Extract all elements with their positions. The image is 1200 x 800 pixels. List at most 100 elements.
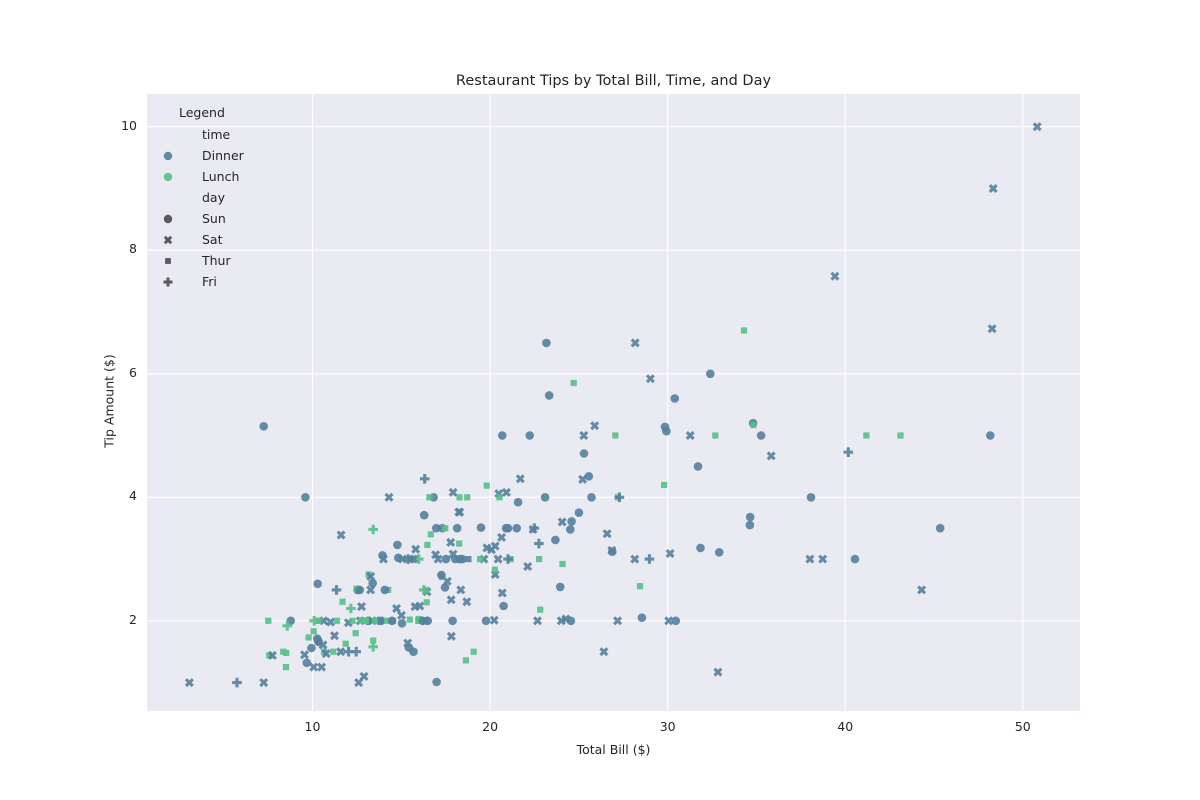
data-point bbox=[613, 616, 623, 626]
data-point bbox=[406, 616, 413, 623]
data-point bbox=[409, 647, 418, 656]
legend-square-icon bbox=[165, 257, 171, 264]
data-point bbox=[302, 658, 312, 668]
data-point bbox=[427, 531, 434, 538]
data-point bbox=[318, 640, 328, 650]
data-point bbox=[375, 616, 385, 626]
data-point bbox=[614, 492, 625, 503]
data-point bbox=[986, 431, 995, 440]
data-point bbox=[599, 647, 609, 657]
data-point bbox=[513, 497, 523, 507]
data-point bbox=[451, 554, 460, 564]
data-point bbox=[462, 597, 472, 607]
data-point bbox=[371, 617, 378, 624]
data-point bbox=[542, 338, 551, 348]
data-point bbox=[259, 678, 269, 688]
data-point bbox=[406, 554, 416, 564]
data-point bbox=[818, 554, 828, 564]
data-point bbox=[232, 677, 242, 688]
data-point bbox=[493, 554, 503, 564]
data-point bbox=[384, 492, 394, 502]
data-point bbox=[713, 667, 723, 677]
data-point bbox=[358, 617, 365, 624]
data-point bbox=[266, 652, 273, 659]
x-tick-label: 10 bbox=[304, 719, 321, 734]
data-point bbox=[756, 431, 766, 440]
data-point bbox=[645, 374, 655, 384]
data-point bbox=[476, 523, 486, 532]
data-point bbox=[379, 554, 388, 564]
data-point bbox=[740, 327, 748, 334]
data-point bbox=[644, 554, 655, 564]
legend-section-header: time bbox=[202, 127, 231, 142]
data-point bbox=[630, 554, 640, 564]
data-point bbox=[448, 487, 458, 497]
data-point bbox=[424, 541, 431, 548]
data-point bbox=[352, 630, 359, 637]
axes bbox=[147, 94, 1080, 711]
data-point bbox=[357, 602, 366, 612]
data-point bbox=[481, 616, 491, 626]
data-point bbox=[512, 523, 521, 533]
data-point bbox=[489, 615, 499, 625]
data-point bbox=[437, 570, 446, 580]
data-point bbox=[917, 585, 927, 595]
data-point bbox=[354, 678, 364, 688]
legend-item-label: Sun bbox=[202, 211, 226, 226]
data-point bbox=[368, 642, 378, 652]
data-point bbox=[456, 585, 466, 595]
data-point bbox=[497, 588, 507, 598]
data-point bbox=[602, 529, 612, 539]
data-point bbox=[300, 650, 309, 660]
legend-item-thur: Thur bbox=[160, 250, 244, 271]
data-point bbox=[515, 474, 525, 484]
data-point bbox=[523, 562, 533, 571]
data-point bbox=[693, 462, 703, 471]
data-point bbox=[403, 554, 413, 564]
data-point bbox=[559, 560, 566, 568]
legend-circle-icon bbox=[163, 172, 173, 181]
data-point bbox=[330, 648, 337, 655]
data-point bbox=[419, 585, 429, 595]
data-point bbox=[612, 432, 619, 439]
data-point bbox=[578, 474, 588, 484]
data-point bbox=[525, 431, 534, 440]
data-point bbox=[309, 616, 319, 626]
data-point bbox=[660, 422, 670, 432]
data-point bbox=[528, 524, 538, 534]
data-point bbox=[368, 578, 377, 588]
data-point bbox=[441, 554, 451, 564]
data-point bbox=[440, 583, 450, 592]
data-point bbox=[307, 643, 316, 653]
data-point bbox=[671, 616, 681, 626]
x-tick-label: 30 bbox=[659, 719, 676, 734]
data-point bbox=[534, 538, 544, 549]
data-point bbox=[336, 530, 346, 540]
legend-item-fri: Fri bbox=[160, 271, 244, 292]
data-point bbox=[574, 508, 584, 517]
legend-item-sat: Sat bbox=[160, 229, 244, 250]
data-point bbox=[567, 517, 576, 526]
legend-title: Legend bbox=[179, 105, 225, 120]
data-point bbox=[310, 628, 317, 635]
data-point bbox=[637, 613, 647, 622]
data-point bbox=[452, 523, 462, 533]
data-point bbox=[665, 549, 675, 558]
data-point bbox=[331, 585, 342, 595]
x-axis-label: Total Bill ($) bbox=[576, 742, 651, 757]
data-point bbox=[456, 540, 463, 547]
data-point bbox=[397, 619, 407, 628]
data-point bbox=[326, 617, 336, 627]
y-tick-label: 6 bbox=[129, 364, 137, 380]
data-point bbox=[330, 631, 339, 641]
data-point bbox=[403, 638, 413, 648]
data-point bbox=[397, 610, 406, 620]
data-point bbox=[413, 554, 424, 564]
data-point bbox=[661, 481, 668, 489]
data-point bbox=[432, 677, 441, 687]
data-point bbox=[419, 510, 429, 520]
data-point bbox=[462, 657, 469, 664]
legend-item-label: Thur bbox=[202, 253, 231, 268]
legend-item-label: Fri bbox=[202, 274, 217, 289]
